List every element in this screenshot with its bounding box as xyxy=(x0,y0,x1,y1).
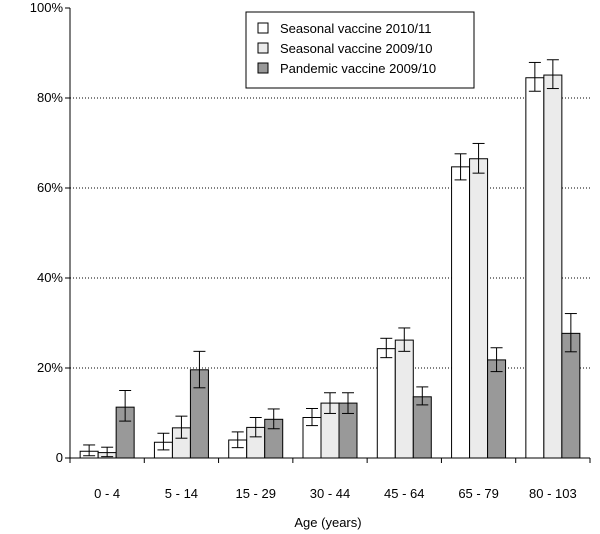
legend-label: Pandemic vaccine 2009/10 xyxy=(280,61,436,76)
x-tick-label: 65 - 79 xyxy=(458,486,498,501)
axes xyxy=(65,7,591,463)
y-tick-label: 100% xyxy=(30,0,64,15)
legend-label: Seasonal vaccine 2009/10 xyxy=(280,41,433,56)
legend-swatch xyxy=(257,62,269,74)
legend-swatch xyxy=(257,22,269,34)
x-tick-label: 45 - 64 xyxy=(384,486,424,501)
bar xyxy=(543,74,563,459)
x-tick-label: 5 - 14 xyxy=(165,486,198,501)
legend-swatch xyxy=(257,42,269,54)
legend-box xyxy=(245,11,475,89)
x-tick-labels: 0 - 4 5 - 14 15 - 29 30 - 44 45 - 64 65 - 79 8… xyxy=(94,486,577,501)
bar xyxy=(525,77,545,459)
x-tick-label: 30 - 44 xyxy=(310,486,350,501)
y-tick-label: 80% xyxy=(37,90,63,105)
grid-lines xyxy=(70,97,590,369)
y-tick-label: 0 xyxy=(56,450,63,465)
bar xyxy=(412,396,432,459)
y-tick-label: 40% xyxy=(37,270,63,285)
bar xyxy=(394,339,414,459)
x-axis-title: Age (years) xyxy=(294,515,361,530)
legend: Seasonal vaccine 2010/11 Seasonal vaccine… xyxy=(245,11,475,89)
bar xyxy=(451,166,471,459)
x-tick-label: 0 - 4 xyxy=(94,486,120,501)
x-tick-label: 15 - 29 xyxy=(235,486,275,501)
y-tick-label: 60% xyxy=(37,180,63,195)
bar xyxy=(469,158,489,459)
y-tick-labels: 0 20% 40% 60% 80% 100% xyxy=(30,0,64,465)
y-tick-label: 20% xyxy=(37,360,63,375)
error-bars xyxy=(83,59,577,458)
legend-label: Seasonal vaccine 2010/11 xyxy=(280,21,432,36)
x-tick-label: 80 - 103 xyxy=(529,486,577,501)
bar xyxy=(487,359,507,459)
bar xyxy=(376,348,396,459)
